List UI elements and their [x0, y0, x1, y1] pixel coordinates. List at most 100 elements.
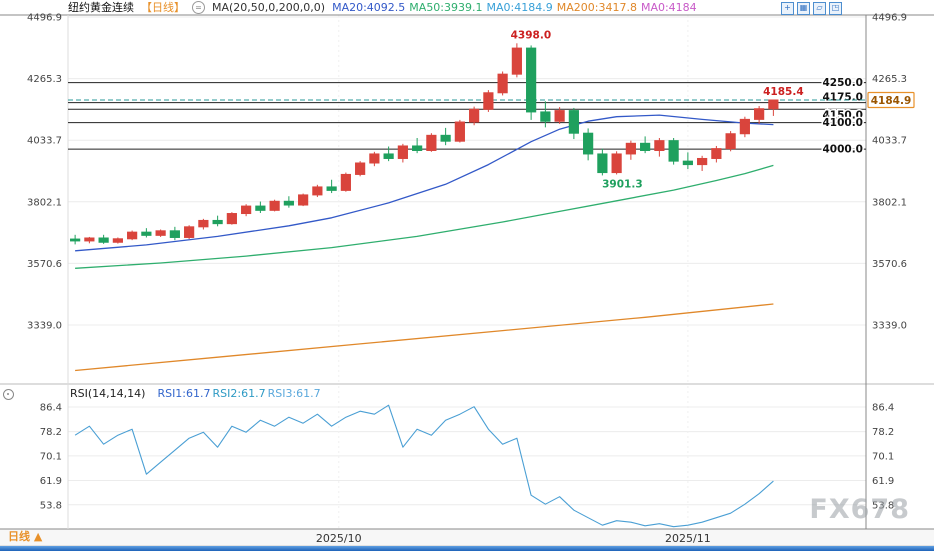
candle[interactable] — [739, 118, 750, 135]
candle[interactable] — [169, 230, 180, 238]
chart-grid — [0, 14, 934, 547]
candle[interactable] — [754, 108, 765, 120]
rsi-title: RSI(14,14,14) — [70, 387, 146, 400]
candle[interactable] — [568, 110, 579, 134]
candle[interactable] — [483, 92, 494, 110]
candle[interactable] — [597, 153, 608, 174]
candle[interactable] — [625, 142, 636, 155]
axis-label: 4033.7 — [872, 136, 907, 147]
candle[interactable] — [326, 186, 337, 191]
line-tool-icon[interactable]: ▱ — [813, 2, 826, 15]
candle[interactable] — [212, 219, 223, 225]
candle[interactable] — [312, 186, 323, 196]
period-tab-daily[interactable]: 日线 ▲ — [8, 530, 43, 543]
candle[interactable] — [369, 153, 380, 164]
candle[interactable] — [511, 47, 522, 75]
sr-price-label: 4175.0 — [822, 92, 863, 104]
candle[interactable] — [697, 157, 708, 166]
candle[interactable] — [768, 99, 779, 110]
candle[interactable] — [112, 238, 123, 243]
candle[interactable] — [497, 73, 508, 94]
candle[interactable] — [340, 173, 351, 191]
axis-label: 4496.9 — [872, 13, 907, 24]
candle[interactable] — [711, 148, 722, 159]
candle[interactable] — [155, 230, 166, 236]
candle[interactable] — [241, 205, 252, 215]
candle[interactable] — [526, 47, 537, 113]
candle[interactable] — [640, 142, 651, 151]
chart-header: 纽约黄金连续 【日线】 = MA(20,50,0,200,0,0) MA20:4… — [68, 0, 701, 15]
candle[interactable] — [454, 121, 465, 142]
candle[interactable] — [397, 145, 408, 159]
rsi-values-group: RSI1:61.7 RSI2:61.7 RSI3:61.7 — [157, 387, 322, 400]
annotation-label: 4398.0 — [511, 29, 552, 41]
indicator-formula: MA(20,50,0,200,0,0) — [212, 1, 326, 14]
window-bottom-bar — [0, 546, 934, 551]
ma-line-ma20 — [75, 114, 774, 252]
add-indicator-icon[interactable]: + — [781, 2, 794, 15]
candle[interactable] — [426, 134, 437, 151]
ma-value-label: MA0:4184 — [640, 1, 697, 14]
ma-values-group: MA20:4092.5 MA50:3939.1 MA0:4184.9 MA200:34… — [332, 0, 701, 15]
candle[interactable] — [298, 194, 309, 206]
price-annotations: 4398.0 4185.4 3901.3 — [509, 28, 805, 192]
indicator-link-icon[interactable]: = — [192, 1, 205, 14]
maximize-icon[interactable]: ◳ — [829, 2, 842, 15]
ma-line-ma50 — [75, 164, 774, 269]
axis-label: 78.2 — [872, 427, 894, 438]
candlestick-series[interactable] — [70, 43, 779, 245]
candle[interactable] — [725, 133, 736, 150]
candle[interactable] — [583, 132, 594, 155]
axis-label: 3570.6 — [27, 259, 62, 270]
svg-text:4184.9: 4184.9 — [871, 95, 912, 107]
candle[interactable] — [226, 213, 237, 225]
candle[interactable] — [269, 200, 280, 211]
axis-label: 4265.3 — [27, 74, 62, 85]
candle[interactable] — [611, 153, 622, 174]
candle[interactable] — [355, 162, 366, 175]
candle[interactable] — [127, 231, 138, 240]
axis-label: 3802.1 — [27, 197, 62, 208]
indicator-settings-icon[interactable] — [3, 389, 14, 400]
candle[interactable] — [383, 153, 394, 159]
candle[interactable] — [412, 145, 423, 151]
rsi-header: RSI(14,14,14) RSI1:61.7 RSI2:61.7 RSI3:61.… — [70, 387, 323, 400]
candle[interactable] — [255, 205, 266, 211]
candle[interactable] — [198, 219, 209, 228]
sr-price-label: 4150.0 — [822, 109, 863, 121]
candlestick-view-icon[interactable]: ▦ — [797, 2, 810, 15]
rsi-value-label: RSI1:61.7 — [157, 387, 211, 400]
candle[interactable] — [70, 238, 81, 242]
axis-label: 53.8 — [872, 500, 894, 511]
ma-value-label: MA50:3939.1 — [409, 1, 483, 14]
candle[interactable] — [469, 108, 480, 123]
candle[interactable] — [554, 110, 565, 122]
candle[interactable] — [654, 140, 665, 151]
period-label: 【日线】 — [141, 1, 185, 14]
candle[interactable] — [141, 231, 152, 236]
candle[interactable] — [84, 237, 95, 242]
candle[interactable] — [540, 111, 551, 122]
chart-toolbar: + ▦ ▱ ◳ — [781, 2, 842, 15]
symbol-title: 纽约黄金连续 — [68, 1, 134, 14]
ma-line-ma200 — [75, 303, 774, 372]
annotation-label: 3901.3 — [602, 178, 643, 190]
candle[interactable] — [682, 160, 693, 166]
axis-label: 61.9 — [872, 476, 894, 487]
sr-price-label: 4000.0 — [822, 144, 863, 156]
candle[interactable] — [98, 237, 109, 243]
axis-label: 3339.0 — [872, 320, 907, 331]
candle[interactable] — [184, 226, 195, 238]
axis-label: 86.4 — [40, 403, 62, 414]
ma-value-label: MA20:4092.5 — [332, 1, 406, 14]
axis-label: 70.1 — [872, 451, 894, 462]
annotation-label: 4185.4 — [763, 86, 804, 98]
candle[interactable] — [440, 134, 451, 142]
axis-label: 78.2 — [40, 427, 62, 438]
x-axis-label: 2025/11 — [665, 532, 711, 545]
candle[interactable] — [283, 200, 294, 206]
candle[interactable] — [668, 140, 679, 162]
axis-label: 3570.6 — [872, 259, 907, 270]
